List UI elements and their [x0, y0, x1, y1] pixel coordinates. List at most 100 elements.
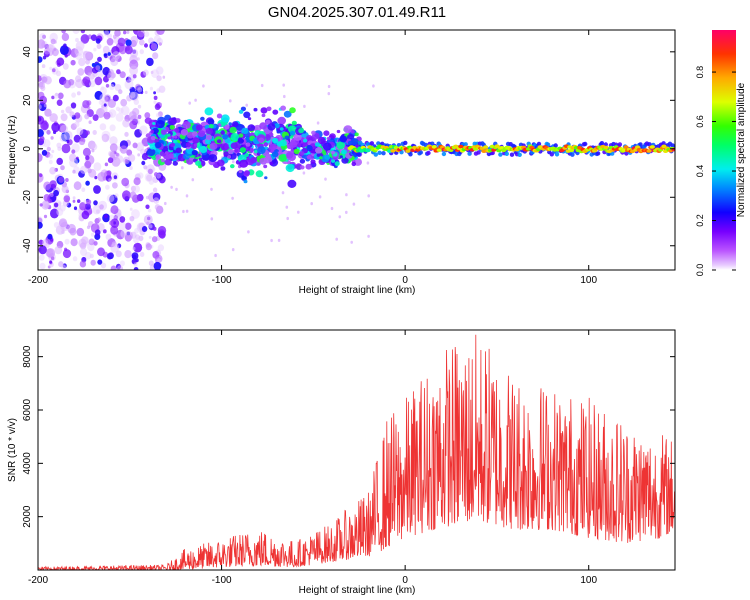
spectrogram-cell [81, 210, 90, 220]
spectrogram-cell [314, 142, 320, 147]
spectrogram-cell [90, 143, 98, 151]
spectrogram-cell [41, 200, 50, 210]
spectrogram-cell [339, 135, 348, 143]
spectrogram-cell [174, 127, 180, 133]
spectrogram-cell [131, 209, 140, 219]
spectrogram-cell [51, 48, 59, 57]
spectrogram-cell [133, 177, 141, 186]
spectrogram-cell [75, 52, 83, 61]
spectrogram-cell [145, 195, 149, 200]
spectrogram-cell [238, 109, 244, 114]
spectrogram-cell [124, 45, 133, 55]
spectrogram-cell [120, 98, 128, 107]
spectrogram-cell [54, 245, 63, 255]
spectrogram-cell [345, 210, 348, 214]
spectrogram-cell [175, 187, 178, 191]
spectrogram-cell [110, 225, 119, 235]
spectrogram-cell [191, 149, 198, 156]
spectrogram-cell [205, 134, 212, 141]
spectrogram-cell [74, 112, 81, 119]
spectrogram-cell [255, 170, 264, 178]
spectrogram-cell [97, 69, 104, 78]
spectrogram-cell [48, 153, 53, 159]
spectrogram-cell [98, 200, 108, 211]
spectrogram-cell [88, 120, 92, 124]
spectrogram-cell [257, 146, 266, 155]
spectrogram-cell [109, 143, 118, 153]
spectrogram-y-ticks: -40 -20 0 20 40 [22, 46, 675, 253]
spectrogram-cell [237, 138, 244, 144]
spectrogram-cell [78, 58, 86, 67]
spectrogram-cell [366, 161, 370, 165]
spectrogram-cell [310, 159, 316, 164]
spectrogram-cell [108, 178, 112, 182]
spectrogram-cell [123, 30, 127, 35]
spectrogram-cell [62, 263, 67, 269]
spectrogram-cell [258, 137, 265, 144]
spectrogram-cell [100, 262, 107, 269]
spectrogram-cell [97, 172, 107, 182]
spectrogram-cell [70, 59, 76, 66]
spectrogram-cell [317, 136, 326, 145]
spectrogram-cell [509, 152, 515, 157]
spectrogram-cell [74, 46, 84, 57]
spectrogram-cell [193, 143, 198, 147]
spectrogram-cell [91, 148, 95, 153]
spectrogram-cell [94, 76, 103, 86]
spectrogram-cell [173, 135, 178, 139]
spectrogram-cell [78, 138, 86, 146]
spectrogram-cell [61, 32, 70, 42]
spectrogram-cell [134, 129, 143, 138]
spectrogram-cell [204, 107, 214, 116]
spectrogram-cell [92, 114, 99, 121]
spectrogram-cell [327, 92, 331, 96]
spectrogram-cell [49, 113, 58, 123]
spectrogram-cell [377, 150, 382, 155]
spectrogram-cell [38, 216, 43, 224]
spectrogram-cell [133, 99, 139, 105]
spectrogram-cell [210, 138, 214, 142]
x-tick-label: 0 [402, 575, 408, 586]
spectrogram-cell [118, 89, 123, 95]
spectrogram-cell [85, 180, 90, 186]
spectrogram-cell [161, 158, 165, 163]
spectrogram-cell [46, 248, 55, 258]
spectrogram-x-ticks: -200 -100 0 100 [28, 30, 597, 286]
spectrogram-cell [109, 83, 115, 91]
spectrogram-cell [149, 144, 156, 150]
spectrogram-cell [77, 199, 81, 204]
spectrogram-cell [102, 135, 107, 141]
spectrogram-cell [310, 202, 314, 206]
spectrogram-cell [324, 177, 327, 181]
spectrogram-cell [118, 44, 128, 55]
spectrogram-cell [289, 135, 294, 139]
spectrogram-cell [133, 262, 138, 267]
spectrogram-cell [111, 241, 118, 248]
spectrogram-cell [86, 199, 92, 205]
spectrogram-cell [69, 111, 75, 118]
spectrogram-cell [291, 120, 297, 126]
spectrogram-cell [154, 256, 162, 264]
x-tick-label: -100 [212, 575, 232, 586]
spectrogram-cell [59, 45, 69, 56]
spectrogram-cell [131, 258, 137, 265]
spectrogram-cell [84, 203, 91, 210]
colorbar-ticks: 0.0 0.2 0.4 0.6 0.8 [695, 66, 736, 276]
spectrogram-cell [137, 30, 145, 38]
spectrogram-cell [90, 259, 96, 266]
spectrogram-cell [156, 37, 164, 46]
spectrogram-cell [43, 103, 48, 108]
spectrogram-cell [93, 200, 98, 206]
spectrogram-cell [243, 179, 248, 184]
spectrogram-cell [256, 162, 261, 166]
spectrogram-cell [227, 149, 234, 155]
spectrogram-cell [239, 159, 249, 168]
spectrogram-cell [202, 84, 205, 88]
spectrogram-cell [265, 119, 271, 125]
spectrogram-cell [124, 131, 129, 137]
spectrogram-cell [106, 170, 112, 176]
spectrogram-cell [107, 252, 114, 260]
spectrogram-cell [38, 115, 45, 125]
spectrogram-cell [112, 51, 121, 60]
spectrogram-cell [44, 108, 52, 117]
